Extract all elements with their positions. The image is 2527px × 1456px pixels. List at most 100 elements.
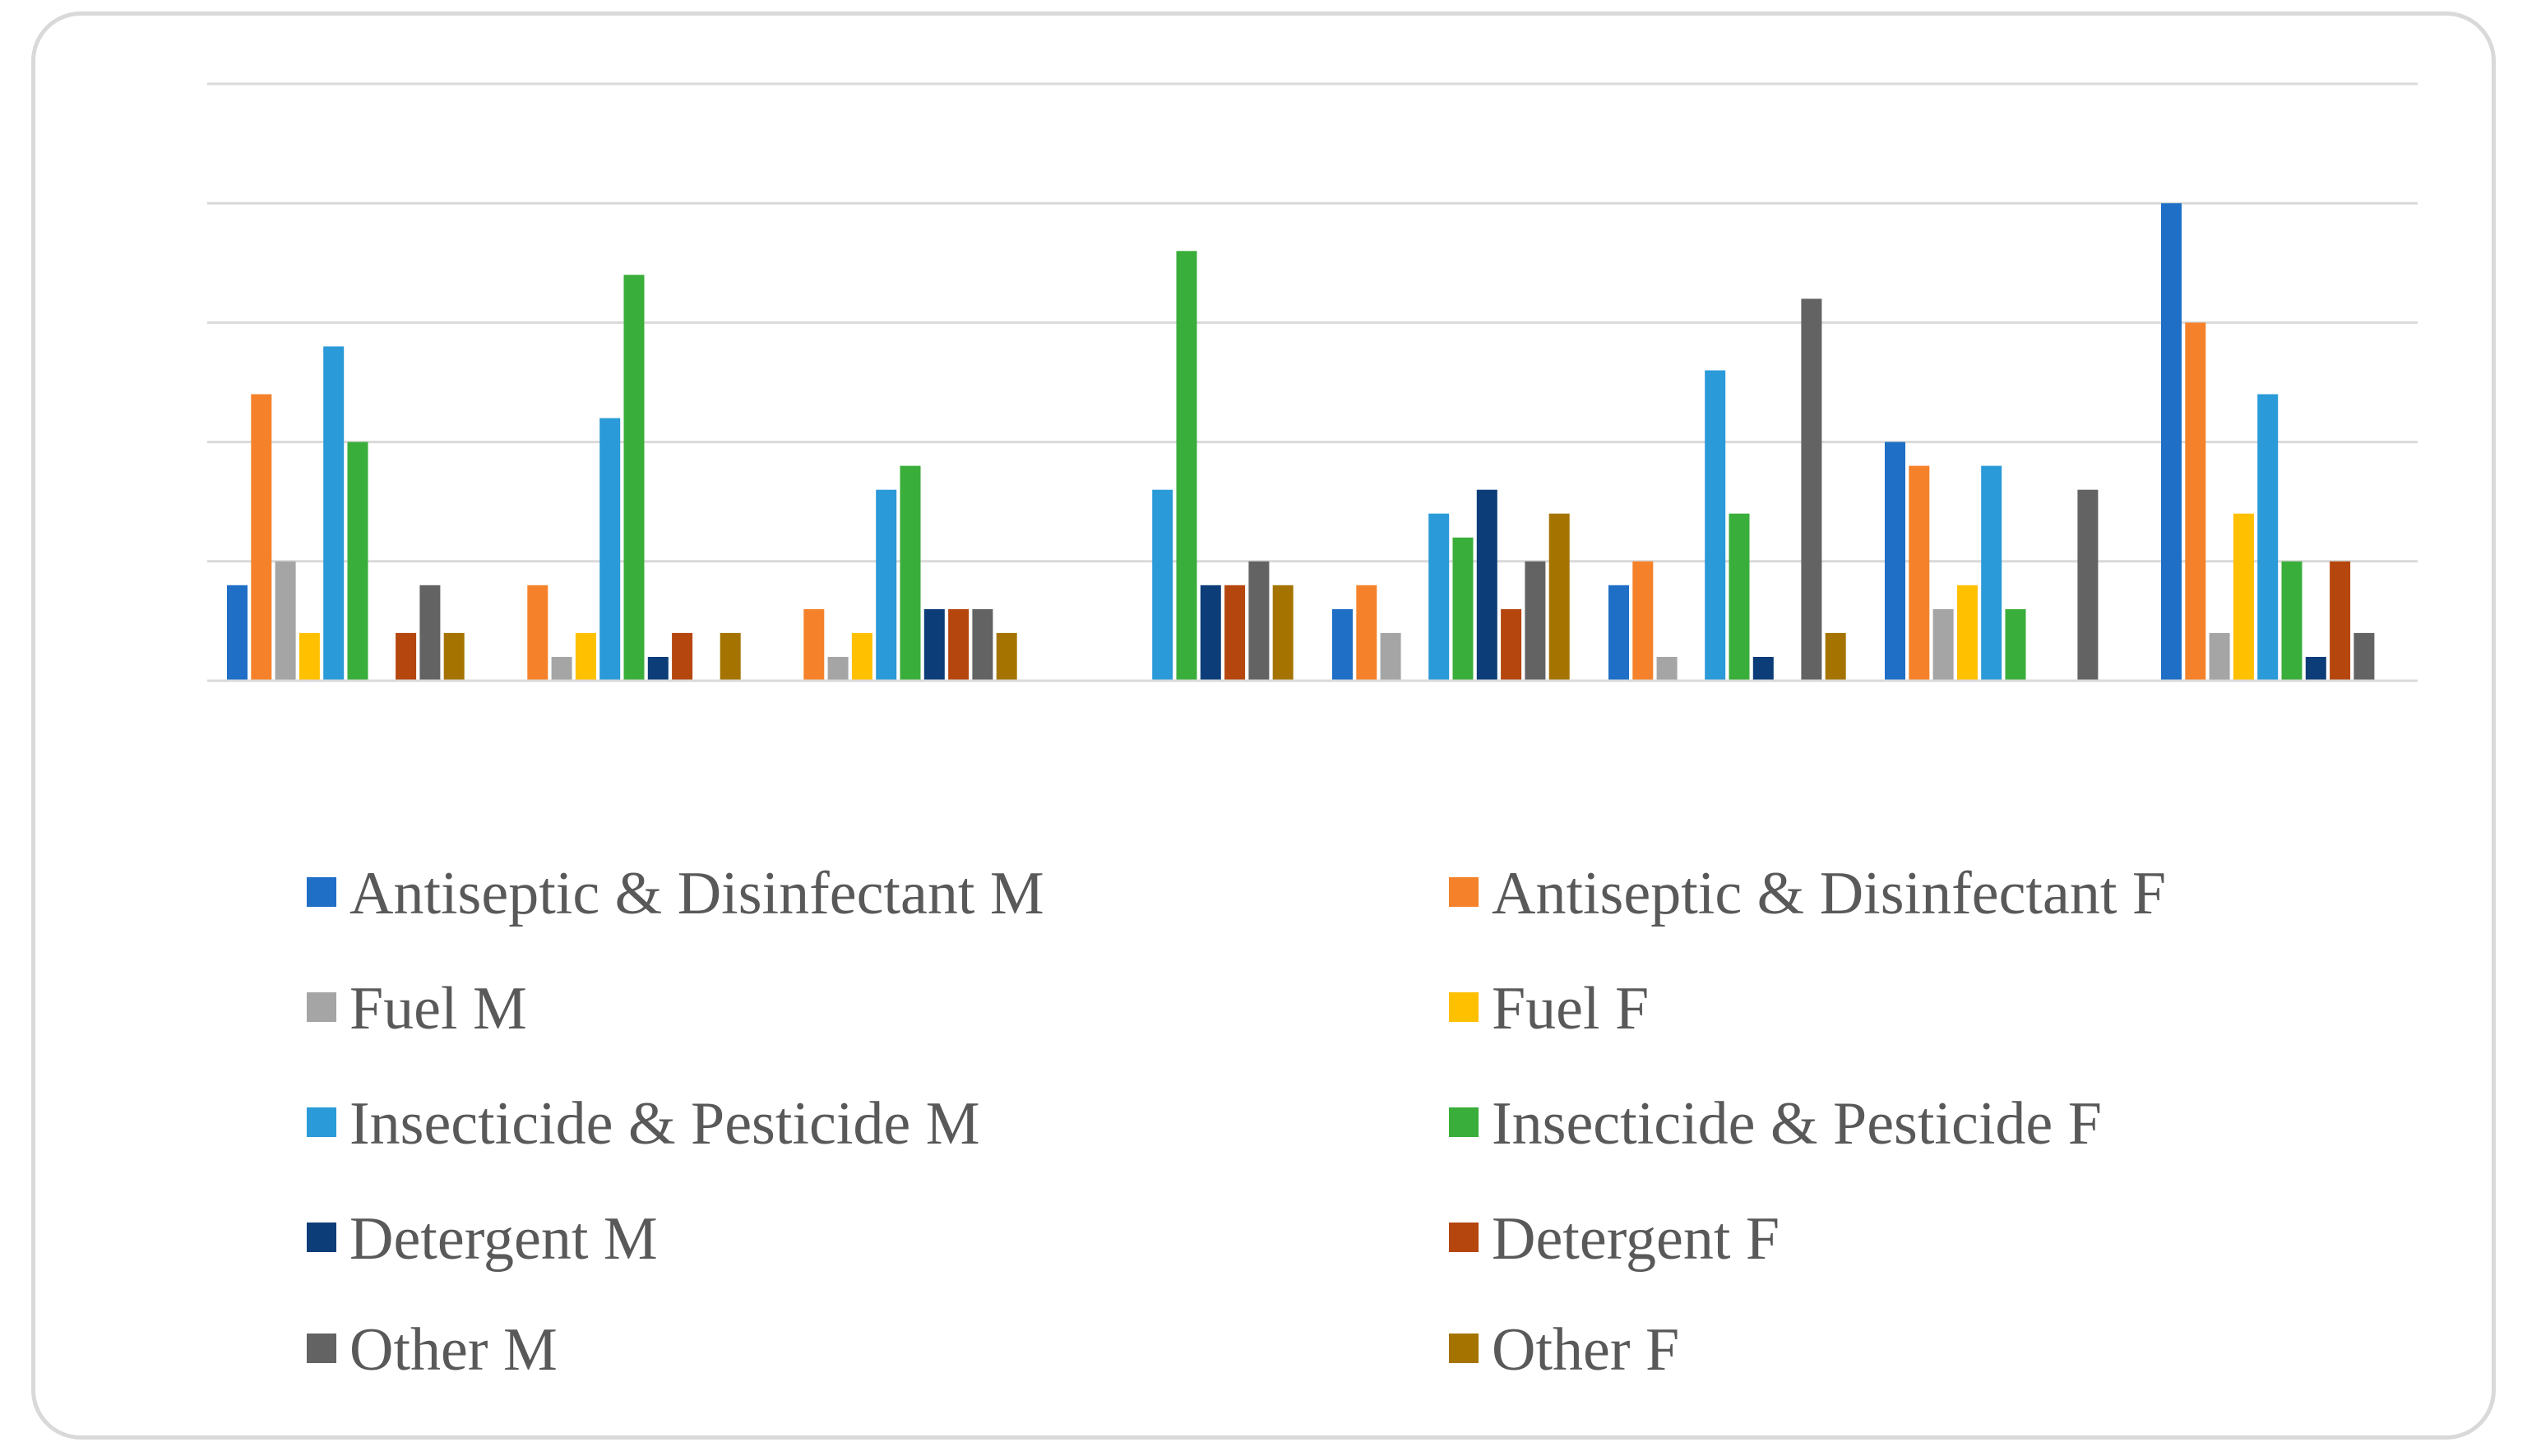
bar-fuel-f-8	[2233, 513, 2254, 681]
bar-insecticide-pesticide-f-1	[347, 441, 368, 681]
bar-insecticide-pesticide-m-5	[1428, 513, 1450, 681]
bar-detergent-m-8	[2305, 657, 2326, 681]
bar-antiseptic-disinfectant-f-8	[2185, 322, 2206, 681]
bar-insecticide-pesticide-f-2	[623, 275, 645, 681]
legend-item-insecticide-pesticide-m: Insecticide & Pesticide M	[307, 1090, 980, 1158]
bar-detergent-f-3	[948, 608, 970, 681]
bar-insecticide-pesticide-m-7	[1981, 465, 2002, 681]
legend-label: Detergent F	[1492, 1205, 1780, 1273]
bar-antiseptic-disinfectant-m-1	[227, 585, 248, 681]
bar-antiseptic-disinfectant-f-6	[1632, 561, 1654, 681]
bar-insecticide-pesticide-m-6	[1705, 370, 1726, 681]
bar-fuel-m-3	[827, 657, 849, 681]
bar-fuel-f-2	[575, 632, 596, 681]
bar-fuel-f-1	[299, 632, 320, 681]
bar-fuel-m-2	[551, 657, 572, 681]
legend-swatch	[307, 1107, 336, 1137]
bar-fuel-m-7	[1932, 608, 1954, 681]
bar-insecticide-pesticide-m-3	[876, 489, 897, 681]
legend-swatch	[307, 1334, 336, 1363]
bar-antiseptic-disinfectant-f-3	[803, 608, 825, 681]
legend-label: Other M	[349, 1316, 558, 1384]
bar-detergent-f-2	[672, 632, 693, 681]
legend-swatch	[307, 877, 336, 907]
bar-antiseptic-disinfectant-m-5	[1332, 608, 1353, 681]
legend-label: Insecticide & Pesticide M	[349, 1090, 980, 1158]
legend-item-fuel-f: Fuel F	[1449, 975, 1649, 1042]
legend-label: Fuel F	[1492, 975, 1649, 1042]
legend-item-other-f: Other F	[1449, 1316, 1679, 1384]
bar-other-f-1	[443, 632, 465, 681]
bar-insecticide-pesticide-m-4	[1152, 489, 1173, 681]
bar-antiseptic-disinfectant-m-7	[1885, 441, 1905, 681]
legend-swatch	[307, 992, 336, 1022]
legend-label: Antiseptic & Disinfectant M	[349, 860, 1044, 927]
legend-item-insecticide-pesticide-f: Insecticide & Pesticide F	[1449, 1090, 2102, 1158]
bar-detergent-f-1	[396, 632, 417, 681]
bar-other-m-4	[1248, 561, 1270, 681]
legend-swatch	[1449, 1107, 1479, 1137]
bar-other-f-6	[1825, 632, 1846, 681]
legend-label: Insecticide & Pesticide F	[1492, 1090, 2102, 1158]
bar-detergent-m-2	[647, 657, 669, 681]
bar-antiseptic-disinfectant-m-6	[1608, 585, 1629, 681]
bar-detergent-m-5	[1476, 489, 1497, 681]
bar-detergent-m-3	[923, 608, 945, 681]
bar-insecticide-pesticide-f-4	[1176, 251, 1197, 681]
bar-insecticide-pesticide-m-2	[599, 418, 621, 681]
legend: Antiseptic & Disinfectant M Antiseptic & …	[307, 860, 2166, 1384]
bar-other-f-2	[720, 632, 741, 681]
bar-detergent-f-8	[2330, 561, 2351, 681]
gridlines	[207, 82, 2418, 563]
bar-other-f-4	[1272, 585, 1294, 681]
bar-other-m-1	[419, 585, 441, 681]
legend-label: Antiseptic & Disinfectant F	[1492, 860, 2166, 927]
bar-other-m-6	[1801, 298, 1822, 681]
bar-other-m-7	[2077, 489, 2099, 681]
bar-antiseptic-disinfectant-f-1	[251, 394, 272, 681]
bar-insecticide-pesticide-f-6	[1729, 513, 1750, 681]
bar-other-m-8	[2353, 632, 2375, 681]
bar-fuel-f-3	[851, 632, 872, 681]
bar-antiseptic-disinfectant-m-8	[2161, 203, 2182, 681]
legend-item-antiseptic-disinfectant-f: Antiseptic & Disinfectant F	[1449, 860, 2166, 927]
bar-other-m-5	[1525, 561, 1546, 681]
bar-insecticide-pesticide-f-3	[900, 465, 921, 681]
bar-insecticide-pesticide-f-7	[2005, 608, 2026, 681]
bar-other-f-5	[1548, 513, 1570, 681]
legend-swatch	[307, 1223, 336, 1252]
bar-fuel-m-8	[2209, 632, 2230, 681]
bar-fuel-m-6	[1656, 657, 1678, 681]
bar-fuel-f-7	[1956, 585, 1978, 681]
chart-frame	[31, 12, 2496, 1440]
legend-swatch	[1449, 1223, 1479, 1252]
legend-label: Fuel M	[349, 975, 527, 1042]
bar-antiseptic-disinfectant-f-5	[1356, 585, 1377, 681]
legend-item-other-m: Other M	[307, 1316, 558, 1384]
legend-item-detergent-m: Detergent M	[307, 1205, 658, 1273]
bar-other-m-3	[972, 608, 993, 681]
bar-insecticide-pesticide-f-8	[2281, 561, 2303, 681]
legend-swatch	[1449, 877, 1479, 907]
legend-item-detergent-f: Detergent F	[1449, 1205, 1780, 1273]
bar-insecticide-pesticide-m-8	[2257, 394, 2279, 681]
bar-detergent-f-5	[1501, 608, 1522, 681]
bar-antiseptic-disinfectant-f-7	[1909, 465, 1930, 681]
bar-antiseptic-disinfectant-f-2	[527, 585, 548, 681]
bar-other-f-3	[996, 632, 1017, 681]
bar-detergent-m-6	[1752, 657, 1774, 681]
bar-detergent-f-4	[1224, 585, 1246, 681]
bar-fuel-m-5	[1380, 632, 1401, 681]
bar-insecticide-pesticide-m-1	[323, 346, 345, 681]
bar-detergent-m-4	[1200, 585, 1221, 681]
bar-insecticide-pesticide-f-5	[1452, 537, 1474, 681]
legend-item-antiseptic-disinfectant-m: Antiseptic & Disinfectant M	[307, 860, 1044, 927]
legend-swatch	[1449, 992, 1479, 1022]
bars	[227, 203, 2375, 681]
legend-item-fuel-m: Fuel M	[307, 975, 527, 1042]
bar-fuel-m-1	[275, 561, 296, 681]
legend-label: Detergent M	[349, 1205, 658, 1273]
legend-swatch	[1449, 1334, 1479, 1363]
legend-label: Other F	[1492, 1316, 1679, 1384]
